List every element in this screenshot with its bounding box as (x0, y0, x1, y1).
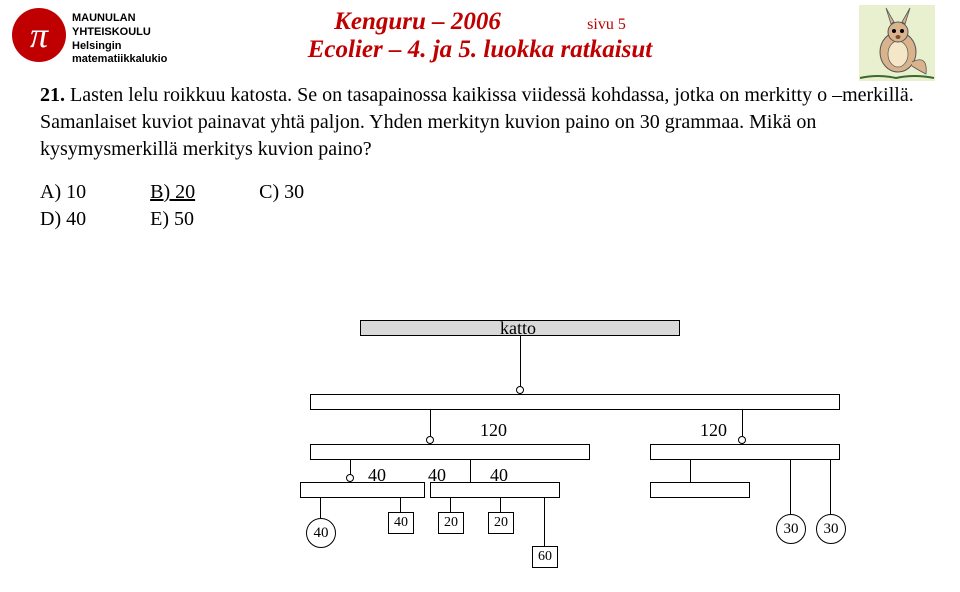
weight-circle-40: 40 (306, 518, 336, 548)
title-line1: Kenguru – 2006 sivu 5 (0, 8, 960, 36)
header: Kenguru – 2006 sivu 5 Ecolier – 4. ja 5.… (0, 0, 960, 64)
katto-label: katto (500, 318, 536, 339)
pivot-ll (346, 474, 354, 482)
label-120-left: 120 (480, 420, 507, 441)
vline-rl (690, 460, 691, 482)
vline-rr2 (830, 460, 831, 514)
vline-rr1 (790, 460, 791, 514)
vline-lc (470, 460, 471, 482)
label-120-right: 120 (700, 420, 727, 441)
answer-b: B) 20 (150, 179, 195, 206)
weight-circle-30a: 30 (776, 514, 806, 544)
question-number: 21. (40, 84, 65, 106)
pivot-main (516, 386, 524, 394)
weight-box-40: 40 (388, 512, 414, 534)
title1: Kenguru – 2006 (334, 8, 501, 35)
weight-circle-30b: 30 (816, 514, 846, 544)
weight-box-20b: 20 (488, 512, 514, 534)
page-label: sivu 5 (587, 16, 626, 33)
weight-box-60: 60 (532, 546, 558, 568)
mobile-diagram: katto 120 120 40 40 40 40 40 20 20 60 30… (300, 320, 900, 580)
pivot-left (426, 436, 434, 444)
title-line2: Ecolier – 4. ja 5. luokka ratkaisut (0, 36, 960, 64)
answer-d: D) 40 (40, 206, 86, 233)
answers: A) 10 B) 20 C) 30 D) 40 E) 50 (0, 163, 960, 233)
question-text: Lasten lelu roikkuu katosta. Se on tasap… (40, 84, 914, 160)
question-block: 21. Lasten lelu roikkuu katosta. Se on t… (0, 64, 960, 163)
beam-right (650, 444, 840, 460)
answer-c: C) 30 (259, 179, 304, 206)
beam-40-center (430, 482, 560, 498)
answer-a: A) 10 (40, 179, 86, 206)
beam-top (310, 394, 840, 410)
vline-40l-a (320, 498, 321, 518)
vline-40c-c (544, 498, 545, 546)
pivot-right (738, 436, 746, 444)
answer-e: E) 50 (150, 206, 194, 233)
beam-40-left (300, 482, 425, 498)
beam-left (310, 444, 590, 460)
weight-box-20a: 20 (438, 512, 464, 534)
beam-right-small (650, 482, 750, 498)
